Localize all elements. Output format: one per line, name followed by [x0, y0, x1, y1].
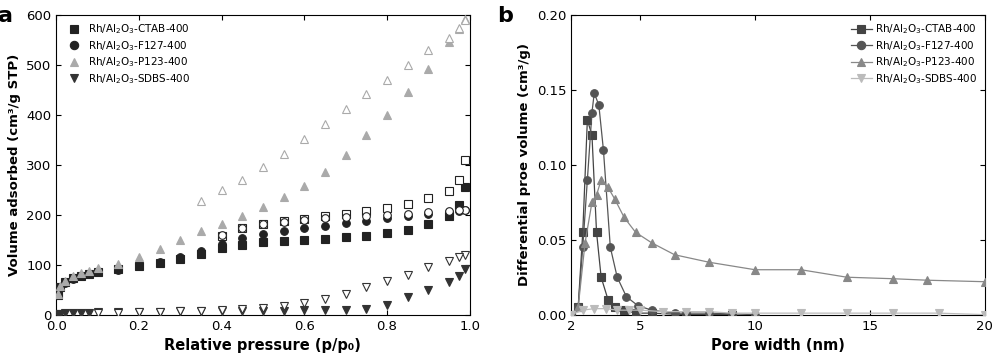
Y-axis label: Differential proe volume (cm³/g): Differential proe volume (cm³/g) — [518, 44, 531, 287]
X-axis label: Pore width (nm): Pore width (nm) — [711, 338, 845, 353]
Legend: Rh/Al$_2$O$_3$-CTAB-400, Rh/Al$_2$O$_3$-F127-400, Rh/Al$_2$O$_3$-P123-400, Rh/Al: Rh/Al$_2$O$_3$-CTAB-400, Rh/Al$_2$O$_3$-… — [847, 18, 981, 90]
Legend: Rh/Al$_2$O$_3$-CTAB-400, Rh/Al$_2$O$_3$-F127-400, Rh/Al$_2$O$_3$-P123-400, Rh/Al: Rh/Al$_2$O$_3$-CTAB-400, Rh/Al$_2$O$_3$-… — [59, 18, 194, 90]
X-axis label: Relative pressure (p/p₀): Relative pressure (p/p₀) — [164, 338, 361, 353]
Text: b: b — [497, 6, 513, 26]
Y-axis label: Volume adsorbed (cm³/g STP): Volume adsorbed (cm³/g STP) — [8, 54, 21, 276]
Text: a: a — [0, 6, 13, 26]
